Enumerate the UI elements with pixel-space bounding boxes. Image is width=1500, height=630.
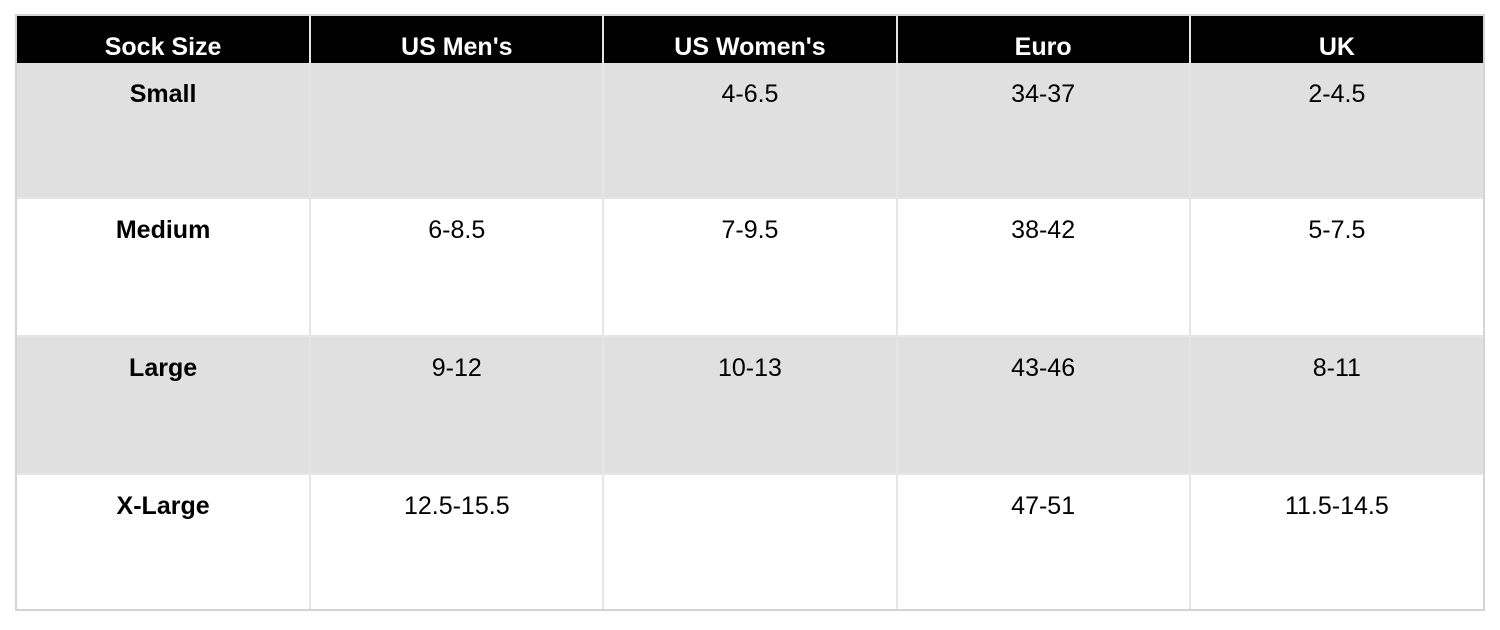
value-cell-uk: 5-7.5: [1189, 198, 1483, 338]
table-header: Sock Size US Men's US Women's Euro UK: [17, 16, 1483, 64]
value-cell-us-mens: 9-12: [310, 336, 605, 475]
value-cell-euro: 38-42: [896, 198, 1191, 338]
header-row: Sock Size US Men's US Women's Euro UK: [17, 16, 1483, 64]
header-cell-uk: UK: [1189, 16, 1483, 64]
header-cell-sock-size: Sock Size: [17, 16, 312, 64]
table-row-medium: Medium 6-8.5 7-9.5 38-42 5-7.5: [17, 198, 1483, 338]
header-cell-us-womens: US Women's: [603, 16, 898, 64]
size-chart-table: Sock Size US Men's US Women's Euro UK Sm…: [17, 16, 1483, 609]
table-row-small: Small 4-6.5 34-37 2-4.5: [17, 63, 1483, 200]
value-cell-us-womens: [603, 473, 898, 609]
row-label-cell: Medium: [17, 198, 312, 338]
header-cell-euro: Euro: [896, 16, 1191, 64]
header-cell-us-mens: US Men's: [310, 16, 605, 64]
row-label-cell: X-Large: [17, 473, 312, 609]
table-row-large: Large 9-12 10-13 43-46 8-11: [17, 336, 1483, 475]
value-cell-uk: 8-11: [1189, 336, 1483, 475]
value-cell-euro: 34-37: [896, 63, 1191, 200]
row-label-cell: Small: [17, 63, 312, 200]
value-cell-us-mens: [310, 63, 605, 200]
value-cell-us-womens: 4-6.5: [603, 63, 898, 200]
value-cell-euro: 47-51: [896, 473, 1191, 609]
value-cell-euro: 43-46: [896, 336, 1191, 475]
value-cell-uk: 2-4.5: [1189, 63, 1483, 200]
value-cell-us-mens: 6-8.5: [310, 198, 605, 338]
value-cell-us-mens: 12.5-15.5: [310, 473, 605, 609]
sock-size-conversion-table: Sock Size US Men's US Women's Euro UK Sm…: [15, 14, 1485, 611]
value-cell-uk: 11.5-14.5: [1284, 491, 1389, 520]
value-cell-us-womens: 10-13: [603, 336, 898, 475]
row-label-cell: Large: [17, 336, 312, 475]
table-body: Small 4-6.5 34-37 2-4.5 Medium 6-8.5 7-9…: [17, 63, 1483, 609]
table-row-x-large: X-Large 12.5-15.5 47-51 11.5-14.5: [17, 473, 1483, 609]
value-cell-us-womens: 7-9.5: [603, 198, 898, 338]
